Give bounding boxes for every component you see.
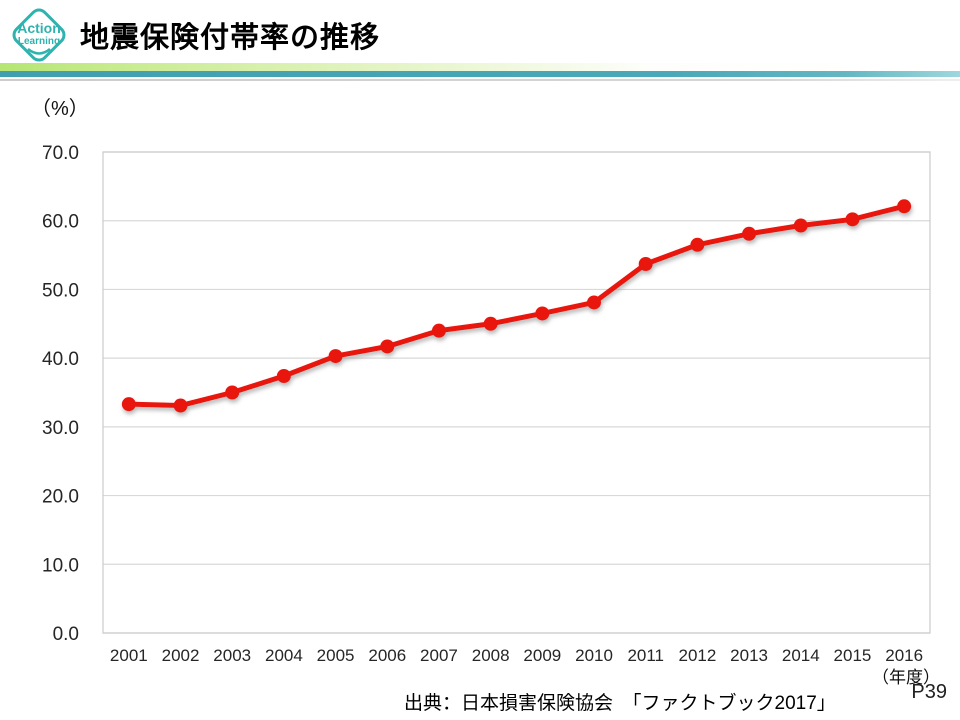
y-tick-label: 30.0	[42, 418, 79, 439]
x-tick-label: 2003	[213, 646, 251, 665]
divider-teal-bar	[0, 71, 960, 77]
data-point	[845, 212, 860, 227]
x-tick-label: 2016	[885, 646, 923, 665]
logo-text-learning: Learning	[18, 36, 60, 47]
y-tick-label: 60.0	[42, 212, 79, 233]
x-tick-label: 2011	[627, 646, 664, 665]
x-tick-label: 2005	[317, 646, 355, 665]
data-point	[328, 349, 343, 364]
page-number: P39	[911, 681, 947, 703]
logo-diamond-outline	[12, 8, 66, 62]
line-chart: 0.0 10.0 20.0 30.0 40.0 50.0 60.0 70.0 2001 2002 2…	[42, 143, 931, 665]
data-point	[535, 306, 550, 321]
x-tick-label: 2008	[472, 646, 510, 665]
y-tick-label: 20.0	[42, 487, 79, 508]
source-citation: 出典：日本損害保険協会 「ファクトブック2017」	[404, 693, 836, 714]
data-point	[742, 226, 757, 241]
x-tick-label: 2012	[678, 646, 716, 665]
x-tick-label: 2007	[420, 646, 458, 665]
data-point	[690, 237, 705, 252]
slide-title: 地震保険付帯率の推移	[80, 22, 381, 54]
x-tick-label: 2015	[834, 646, 872, 665]
y-tick-label: 0.0	[53, 624, 79, 645]
data-point	[276, 369, 291, 384]
x-tick-label: 2010	[575, 646, 613, 665]
data-line	[126, 203, 907, 409]
data-point	[121, 397, 136, 412]
x-tick-label: 2001	[110, 646, 148, 665]
y-tick-label: 50.0	[42, 280, 79, 301]
data-point	[638, 257, 653, 272]
data-point	[587, 295, 602, 310]
y-tick-label: 40.0	[42, 349, 79, 370]
y-tick-label: 70.0	[42, 143, 79, 164]
data-point	[380, 339, 395, 354]
divider-green-bar	[0, 63, 960, 72]
data-point	[225, 385, 240, 400]
logo-smile-arc	[27, 48, 51, 55]
data-series	[121, 199, 912, 413]
data-point	[173, 398, 188, 413]
y-axis-unit-label: （%）	[31, 98, 89, 120]
x-axis-unit-label: （年度）	[872, 668, 940, 687]
data-point	[897, 199, 912, 214]
logo-text-action: Action	[17, 20, 61, 36]
x-tick-label: 2009	[523, 646, 561, 665]
x-tick-label: 2014	[782, 646, 820, 665]
x-tick-label: 2002	[162, 646, 200, 665]
data-point	[431, 323, 446, 338]
x-tick-label: 2004	[265, 646, 303, 665]
plot-border	[102, 151, 931, 634]
x-tick-label: 2013	[730, 646, 768, 665]
data-point	[793, 218, 808, 233]
x-tick-label: 2006	[368, 646, 406, 665]
y-tick-label: 10.0	[42, 555, 79, 576]
action-learning-logo: Action Learning	[12, 8, 66, 62]
divider-shadow-line	[0, 79, 960, 81]
data-point	[483, 316, 498, 331]
